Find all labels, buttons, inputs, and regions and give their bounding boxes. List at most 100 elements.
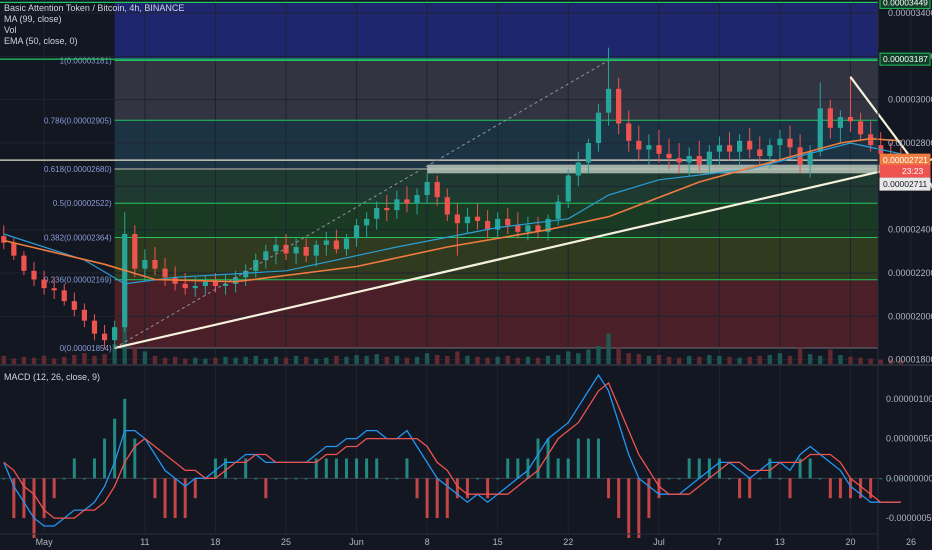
macd-histogram-bar bbox=[445, 478, 449, 519]
candle-body bbox=[1, 236, 7, 243]
volume-bar bbox=[636, 354, 641, 364]
macd-histogram-bar bbox=[304, 478, 308, 480]
price-tick-label: 0.00002200 bbox=[888, 268, 932, 278]
price-tick-label: 0.00001800 bbox=[888, 355, 932, 365]
trendline-rising bbox=[114, 158, 932, 350]
volume-bar bbox=[787, 355, 793, 364]
candle-body bbox=[233, 277, 239, 284]
volume-bar bbox=[374, 354, 379, 364]
indicator-ma99[interactable]: MA (99, close) bbox=[4, 14, 62, 24]
macd-histogram-bar bbox=[808, 458, 812, 479]
price-tick-label: 0.00003000 bbox=[888, 95, 932, 105]
candle-body bbox=[656, 145, 662, 154]
volume-bar bbox=[424, 353, 430, 364]
candle-body bbox=[11, 242, 17, 256]
volume-bar bbox=[717, 355, 722, 364]
fib-label: 0.382(0.00002364) bbox=[44, 233, 112, 242]
candle-body bbox=[61, 290, 67, 302]
candle-body bbox=[212, 281, 219, 286]
volume-bar bbox=[193, 357, 198, 364]
macd-histogram-bar bbox=[2, 478, 6, 480]
macd-histogram-bar bbox=[183, 478, 187, 519]
volume-bar bbox=[354, 355, 359, 364]
candle-body bbox=[313, 244, 319, 256]
macd-histogram-bar bbox=[103, 438, 107, 479]
volume-bar bbox=[545, 355, 551, 364]
macd-histogram-bar bbox=[123, 398, 127, 479]
candle-body bbox=[283, 244, 289, 254]
macd-histogram-bar bbox=[52, 478, 56, 499]
volume-bar bbox=[656, 355, 662, 364]
macd-histogram-bar bbox=[395, 478, 399, 480]
macd-histogram-bar bbox=[738, 478, 742, 499]
macd-histogram-bar bbox=[859, 478, 863, 499]
macd-histogram-bar bbox=[32, 478, 36, 538]
symbol-title[interactable]: Basic Attention Token / Bitcoin, 4h, BIN… bbox=[4, 3, 185, 13]
candle-body bbox=[132, 234, 138, 269]
price-label: 0.00002721 bbox=[883, 155, 928, 165]
macd-histogram-bar bbox=[22, 478, 26, 519]
volume-bar bbox=[72, 355, 77, 364]
candle-body bbox=[495, 218, 501, 230]
volume-bar bbox=[263, 358, 269, 364]
volume-bar bbox=[576, 353, 581, 364]
volume-bar bbox=[404, 357, 410, 364]
price-tick-label: 0.00002800 bbox=[888, 138, 932, 148]
macd-histogram-bar bbox=[899, 478, 903, 480]
macd-histogram-bar bbox=[435, 478, 439, 519]
volume-bar bbox=[455, 351, 460, 364]
time-tick-label: 11 bbox=[140, 537, 149, 547]
candle-body bbox=[444, 197, 450, 215]
macd-histogram-bar bbox=[82, 478, 86, 480]
price-tick-label: 0.00003400 bbox=[888, 8, 932, 18]
volume-bar bbox=[213, 357, 218, 364]
candle-body bbox=[605, 88, 612, 113]
candle-body bbox=[112, 327, 118, 341]
macd-histogram-bar bbox=[92, 458, 96, 479]
macd-title[interactable]: MACD (12, 26, close, 9) bbox=[4, 372, 101, 382]
macd-line bbox=[3, 373, 901, 527]
macd-histogram-bar bbox=[425, 478, 429, 519]
volume-bar bbox=[858, 357, 863, 364]
price-label: 23:23 bbox=[902, 166, 924, 176]
candle-body bbox=[595, 112, 602, 143]
fib-label: 0.5(0.00002522) bbox=[53, 199, 112, 208]
volume-bar bbox=[838, 355, 843, 364]
volume-bar bbox=[1, 355, 6, 364]
indicator-vol[interactable]: Vol bbox=[4, 25, 17, 35]
indicator-ema50[interactable]: EMA (50, close, 0) bbox=[4, 36, 78, 46]
macd-histogram-bar bbox=[596, 438, 600, 479]
volume-bar bbox=[868, 358, 873, 364]
volume-bar bbox=[11, 358, 17, 364]
volume-bar bbox=[626, 353, 631, 364]
macd-histogram-bar bbox=[748, 478, 752, 499]
macd-histogram-bar bbox=[516, 458, 520, 479]
volume-bar bbox=[465, 355, 470, 364]
macd-histogram-bar bbox=[546, 438, 550, 479]
volume-bar bbox=[888, 359, 893, 364]
volume-bar bbox=[31, 357, 37, 364]
candle-body bbox=[343, 238, 350, 250]
volume-bar bbox=[797, 347, 803, 364]
price-label-box bbox=[879, 164, 931, 178]
macd-tick-label: 0.00000050 bbox=[886, 434, 932, 444]
candle-body bbox=[394, 199, 400, 211]
macd-histogram-bar bbox=[465, 478, 469, 499]
candle-body bbox=[868, 134, 874, 146]
volume-bar bbox=[344, 356, 349, 364]
price-label-box bbox=[879, 52, 931, 66]
candle-body bbox=[646, 145, 652, 150]
candle-body bbox=[434, 182, 440, 198]
macd-histogram-bar bbox=[294, 478, 298, 480]
volume-bar bbox=[314, 358, 319, 364]
macd-histogram-bar bbox=[889, 478, 893, 480]
macd-histogram-bar bbox=[798, 458, 802, 479]
volume-bar bbox=[646, 355, 652, 364]
macd-histogram-bar bbox=[717, 458, 721, 479]
macd-histogram-bar bbox=[526, 458, 530, 479]
candle-body bbox=[676, 158, 682, 163]
candle-body bbox=[686, 156, 692, 163]
macd-histogram-bar bbox=[677, 478, 681, 480]
volume-bar bbox=[495, 356, 500, 364]
